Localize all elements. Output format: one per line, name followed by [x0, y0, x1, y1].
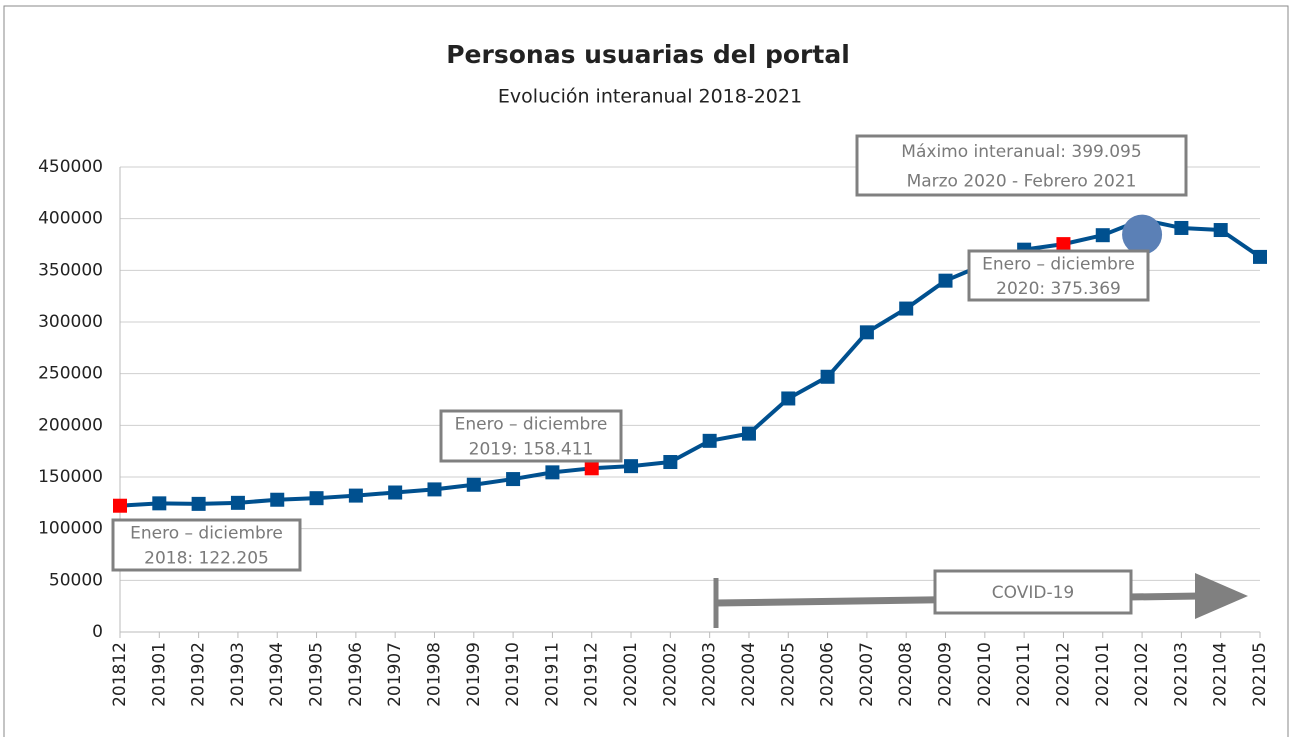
- marker: [230, 495, 245, 510]
- y-tick-label: 250000: [38, 364, 103, 384]
- y-tick-label: 0: [92, 622, 103, 642]
- chart-frame: [3, 5, 1289, 737]
- x-tick-label: 202001: [621, 642, 641, 707]
- x-tick-label: 201904: [267, 642, 287, 707]
- y-tick-label: 300000: [38, 312, 103, 332]
- marker: [1056, 237, 1071, 252]
- x-tick-label: 202011: [1014, 642, 1034, 707]
- y-tick-label: 150000: [38, 467, 103, 487]
- x-tick-label: 202007: [857, 642, 877, 707]
- marker: [427, 482, 442, 497]
- x-tick-label: 202003: [700, 642, 720, 707]
- annotation-text: Enero – diciembre: [982, 254, 1135, 274]
- marker: [270, 492, 285, 507]
- x-tick-label: 201912: [582, 642, 602, 707]
- annotation-text: Enero – diciembre: [130, 524, 283, 544]
- x-tick-label: 201905: [307, 642, 327, 707]
- x-tick-label: 201903: [228, 642, 248, 707]
- marker: [1213, 223, 1228, 238]
- x-tick-label: 201910: [503, 642, 523, 707]
- covid-arrow-head: [1195, 573, 1248, 619]
- annotation-box: [855, 134, 1188, 197]
- annotation-text: Marzo 2020 - Febrero 2021: [907, 171, 1137, 191]
- marker: [820, 369, 835, 384]
- x-tick-label: 202101: [1093, 642, 1113, 707]
- marker: [899, 301, 914, 316]
- x-tick-label: 202105: [1250, 642, 1270, 707]
- x-tick-label: 202010: [975, 642, 995, 707]
- annotation-box: [933, 569, 1133, 615]
- x-tick-label: 202012: [1053, 642, 1073, 707]
- marker: [702, 433, 717, 448]
- annotation-box: [111, 518, 302, 572]
- annotation-text: Máximo interanual: 399.095: [901, 142, 1141, 162]
- marker: [191, 496, 206, 511]
- marker: [584, 461, 599, 476]
- marker: [1174, 220, 1189, 235]
- marker: [506, 472, 521, 487]
- marker: [545, 465, 560, 480]
- x-tick-label: 201906: [346, 642, 366, 707]
- x-tick-label: 201911: [542, 642, 562, 707]
- marker: [781, 391, 796, 406]
- annotation-text: 2020: 375.369: [996, 279, 1121, 299]
- annotation-text: 2018: 122.205: [144, 549, 269, 569]
- x-tick-label: 202102: [1132, 642, 1152, 707]
- x-tick-label: 202004: [739, 642, 759, 707]
- x-tick-label: 201908: [424, 642, 444, 707]
- x-tick-label: 202006: [818, 642, 838, 707]
- marker: [663, 455, 678, 470]
- marker: [859, 325, 874, 340]
- x-tick-label: 202103: [1171, 642, 1191, 707]
- y-tick-label: 450000: [38, 157, 103, 177]
- x-tick-label: 201901: [149, 642, 169, 707]
- x-tick-label: 201907: [385, 642, 405, 707]
- x-tick-label: 201902: [189, 642, 209, 707]
- x-tick-label: 201909: [464, 642, 484, 707]
- y-tick-label: 350000: [38, 260, 103, 280]
- chart-subtitle: Evolución interanual 2018-2021: [498, 86, 802, 108]
- marker: [466, 477, 481, 492]
- y-tick-label: 200000: [38, 415, 103, 435]
- marker: [113, 498, 127, 513]
- annotation-text: 2019: 158.411: [469, 440, 594, 460]
- marker: [152, 496, 167, 511]
- marker: [741, 426, 756, 441]
- annotation-box: [439, 409, 623, 463]
- marker: [1253, 249, 1267, 264]
- marker: [1095, 228, 1110, 243]
- x-tick-label: 202104: [1211, 642, 1231, 707]
- y-tick-label: 400000: [38, 209, 103, 229]
- x-tick-label: 202009: [936, 642, 956, 707]
- annotation-text: COVID-19: [992, 583, 1074, 603]
- marker: [938, 273, 953, 288]
- x-tick-label: 202008: [896, 642, 916, 707]
- annotation-text: Enero – diciembre: [455, 415, 608, 435]
- x-tick-label: 202002: [660, 642, 680, 707]
- marker: [624, 459, 639, 474]
- annotation-box: [967, 249, 1150, 302]
- max-marker: [1122, 214, 1163, 255]
- y-tick-label: 50000: [49, 570, 103, 590]
- x-tick-label: 201812: [110, 642, 130, 707]
- x-tick-label: 202005: [778, 642, 798, 707]
- marker: [388, 485, 403, 500]
- chart-title: Personas usuarias del portal: [446, 40, 850, 69]
- marker: [309, 491, 324, 506]
- y-tick-label: 100000: [38, 519, 103, 539]
- marker: [348, 488, 363, 503]
